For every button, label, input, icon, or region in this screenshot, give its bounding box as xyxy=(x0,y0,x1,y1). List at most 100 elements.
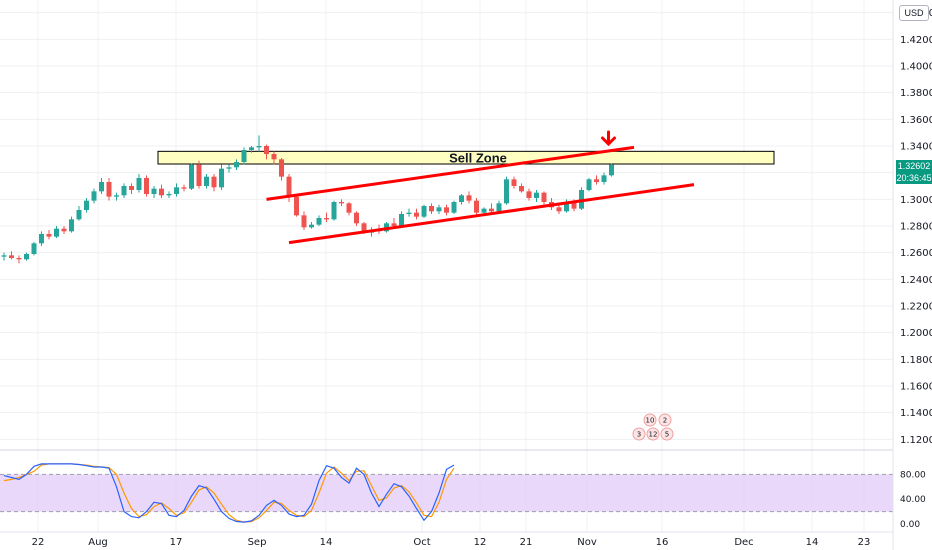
candle-body xyxy=(256,146,262,148)
trendline xyxy=(266,145,635,201)
candle-body xyxy=(279,159,284,177)
sell-zone-label: Sell Zone xyxy=(449,151,507,166)
markers: 10 2 3 12 5 xyxy=(601,130,674,441)
candle-body xyxy=(114,195,119,197)
price-tick-label: 1.22000 xyxy=(900,302,932,313)
price-tick-label: 1.30000 xyxy=(900,195,932,206)
event-count: 3 xyxy=(637,431,641,439)
candle-body xyxy=(339,202,344,204)
time-tick-label: 17 xyxy=(170,537,183,548)
price-tick-label: 1.24000 xyxy=(900,275,932,286)
grid xyxy=(0,0,893,532)
candle-body xyxy=(189,164,194,189)
sell-zone-rect xyxy=(157,150,775,165)
candle-body xyxy=(361,223,367,233)
candle-body xyxy=(234,162,239,168)
candle-body xyxy=(474,200,479,213)
candle-body xyxy=(541,192,547,202)
sell-zone[interactable]: Sell Zone xyxy=(157,150,775,166)
candle-body xyxy=(271,154,277,160)
event-flag-icon xyxy=(646,427,660,441)
candle-body xyxy=(61,228,67,232)
price-tick-label: 1.14000 xyxy=(900,408,932,419)
candle-body xyxy=(534,192,539,198)
candle-body xyxy=(54,228,59,237)
candle-body xyxy=(421,206,427,217)
candle-body xyxy=(526,191,532,198)
price-tick-label: 1.12000 xyxy=(900,435,932,446)
last-price-label: 1.32602 xyxy=(896,160,932,172)
event-flag-icon xyxy=(658,413,672,427)
candle-body xyxy=(16,258,22,260)
candle-body xyxy=(594,179,599,182)
event-flag-icon xyxy=(632,427,646,441)
candle-body xyxy=(346,203,352,213)
candle-body xyxy=(174,187,179,194)
down-arrow-icon xyxy=(601,130,616,147)
candle-body xyxy=(331,202,337,220)
candle-body xyxy=(39,234,44,244)
candle-body xyxy=(309,224,314,228)
candle-body xyxy=(69,219,74,232)
oscillator-level-label: 40.00 xyxy=(900,495,926,505)
candle-body xyxy=(181,187,187,189)
candle-body xyxy=(211,176,217,188)
candle-body xyxy=(204,176,209,186)
currency-badge[interactable]: USD xyxy=(899,5,929,21)
price-tick-label: 1.26000 xyxy=(900,248,932,259)
candle-body xyxy=(1,255,7,257)
price-tick-label: 1.18000 xyxy=(900,355,932,366)
price-tick-label: 1.20000 xyxy=(900,328,932,339)
event-count: 2 xyxy=(663,417,667,425)
price-tick-label: 1.34000 xyxy=(900,142,932,153)
candle-body xyxy=(436,207,442,212)
candle-body xyxy=(564,202,569,212)
candle-body xyxy=(406,212,412,214)
oscillator-level-label: 80.00 xyxy=(900,470,926,480)
candle-body xyxy=(151,188,157,194)
time-tick-label: 23 xyxy=(858,537,871,548)
time-axis: 22 Aug 17 Sep 14 Oct 12 21 Nov 16 Dec 14 23 xyxy=(0,531,893,548)
candle-body xyxy=(556,207,562,212)
candle-body xyxy=(219,168,224,188)
candle-body xyxy=(489,208,494,212)
candle-body xyxy=(481,208,487,213)
candle-body xyxy=(316,218,322,225)
candle-body xyxy=(46,234,52,237)
candle-body xyxy=(301,215,307,228)
candle-body xyxy=(159,188,164,196)
candle-body xyxy=(354,212,359,224)
time-tick-label: Oct xyxy=(413,537,430,548)
candle-body xyxy=(31,243,37,254)
candle-body xyxy=(324,218,329,220)
event-flag-icon xyxy=(643,413,657,427)
trendlines[interactable] xyxy=(266,145,695,245)
candle-body xyxy=(391,223,397,226)
event-flag-icon xyxy=(660,427,674,441)
price-axis: 1.440001.420001.400001.380001.360001.340… xyxy=(892,0,932,550)
candle-body xyxy=(99,182,104,192)
candle-body xyxy=(144,178,149,194)
candle-body xyxy=(129,186,134,190)
time-tick-label: Nov xyxy=(577,537,597,548)
candle-body xyxy=(459,195,464,202)
candle-body xyxy=(429,206,434,212)
candle-body xyxy=(136,178,142,190)
candle-body xyxy=(286,176,292,197)
candle-body xyxy=(496,203,502,212)
price-tick-label: 1.42000 xyxy=(900,35,932,46)
candle-body xyxy=(451,202,457,213)
candle-body xyxy=(519,186,524,192)
time-tick-label: 21 xyxy=(520,537,533,548)
candle-body xyxy=(601,175,607,182)
candle-body xyxy=(241,150,247,162)
candle-body xyxy=(609,164,614,176)
price-tick-label: 1.28000 xyxy=(900,222,932,233)
trendline xyxy=(288,183,695,245)
candle-body xyxy=(249,147,254,150)
candle-body xyxy=(571,202,577,209)
event-count: 10 xyxy=(646,417,655,425)
candle-body xyxy=(444,207,449,213)
